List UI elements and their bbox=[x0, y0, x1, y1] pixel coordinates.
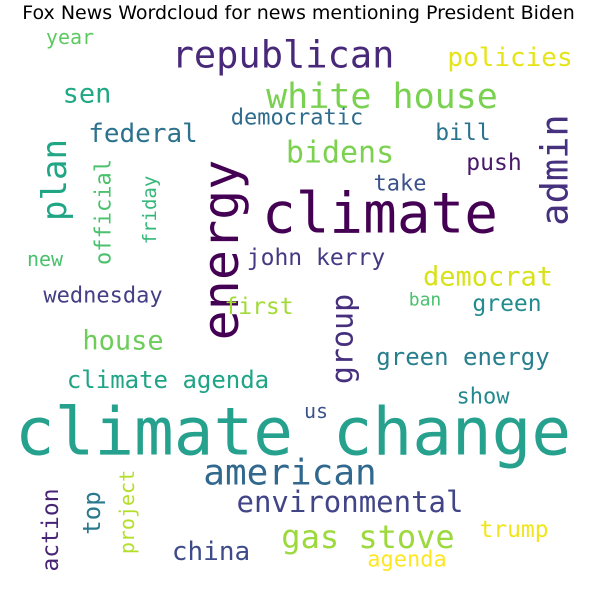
word-environmental: environmental bbox=[237, 485, 464, 519]
word-china: china bbox=[172, 537, 250, 567]
word-gas-stove: gas stove bbox=[281, 518, 454, 556]
word-project: project bbox=[115, 470, 139, 554]
word-admin: admin bbox=[534, 114, 577, 225]
word-year: year bbox=[46, 25, 94, 49]
word-democrat: democrat bbox=[423, 262, 553, 293]
word-policies: policies bbox=[447, 43, 572, 73]
word-friday: friday bbox=[139, 176, 161, 245]
word-energy: energy bbox=[192, 160, 250, 341]
word-first: first bbox=[224, 294, 293, 320]
word-take: take bbox=[374, 172, 427, 197]
word-action: action bbox=[38, 488, 64, 571]
word-green: green bbox=[472, 291, 541, 317]
word-wednesday: wednesday bbox=[43, 284, 162, 309]
word-sen: sen bbox=[63, 79, 112, 110]
word-climate: climate bbox=[262, 182, 498, 247]
word-bidens: bidens bbox=[286, 136, 394, 171]
word-new: new bbox=[27, 247, 64, 271]
word-green-energy: green energy bbox=[376, 343, 549, 371]
word-white-house: white house bbox=[266, 77, 498, 117]
word-plan: plan bbox=[35, 139, 75, 221]
word-democratic: democratic bbox=[231, 106, 363, 131]
word-official: official bbox=[92, 159, 117, 265]
word-federal: federal bbox=[88, 119, 198, 149]
word-trump: trump bbox=[479, 517, 548, 543]
word-republican: republican bbox=[172, 34, 395, 77]
word-house: house bbox=[82, 326, 163, 357]
word-climate-change: climate change bbox=[15, 394, 571, 471]
word-push: push bbox=[466, 150, 521, 176]
word-american: american bbox=[203, 453, 376, 494]
word-top: top bbox=[78, 491, 106, 534]
word-bill: bill bbox=[435, 120, 490, 146]
word-ban: ban bbox=[409, 290, 442, 311]
word-climate-agenda: climate agenda bbox=[67, 366, 269, 394]
word-show: show bbox=[457, 385, 511, 410]
chart-title: Fox News Wordcloud for news mentioning P… bbox=[22, 2, 575, 24]
word-john-kerry: john kerry bbox=[247, 245, 385, 271]
word-us: us bbox=[304, 399, 328, 423]
word-group: group bbox=[326, 294, 361, 384]
word-agenda: agenda bbox=[367, 548, 446, 573]
